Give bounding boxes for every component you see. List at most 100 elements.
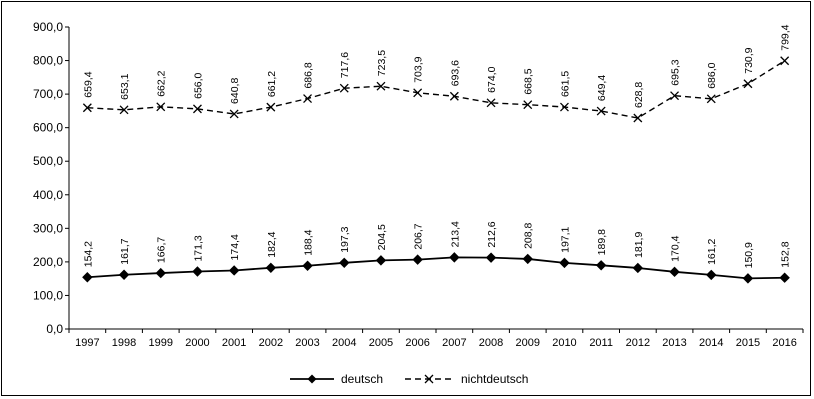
data-point-nichtdeutsch xyxy=(596,106,606,116)
y-tick-label: 100,0 xyxy=(33,288,63,302)
data-label-nichtdeutsch: 662,2 xyxy=(156,70,168,96)
data-label-nichtdeutsch: 668,5 xyxy=(523,68,535,94)
data-label-nichtdeutsch: 649,4 xyxy=(596,75,608,101)
data-point-nichtdeutsch xyxy=(780,56,790,66)
data-point-nichtdeutsch xyxy=(266,102,276,112)
y-tick-label: 700,0 xyxy=(33,87,63,101)
data-point-deutsch xyxy=(412,254,423,265)
x-tick-label: 2000 xyxy=(185,337,209,349)
data-point-deutsch xyxy=(265,262,277,274)
y-tick-label: 200,0 xyxy=(33,255,63,269)
data-label-nichtdeutsch: 693,6 xyxy=(449,60,461,86)
y-tick-label: 400,0 xyxy=(33,188,63,202)
x-tick-label: 2006 xyxy=(405,337,429,349)
data-point-nichtdeutsch xyxy=(486,98,496,108)
x-tick-label: 2012 xyxy=(626,337,650,349)
data-label-deutsch: 204,5 xyxy=(376,224,388,250)
data-label-deutsch: 212,6 xyxy=(486,221,498,247)
data-point-deutsch xyxy=(706,269,717,281)
data-point-nichtdeutsch xyxy=(119,105,129,115)
data-point-deutsch xyxy=(192,266,203,277)
data-point-nichtdeutsch xyxy=(82,103,92,113)
data-point-nichtdeutsch xyxy=(670,91,680,101)
x-tick-label: 2015 xyxy=(736,337,760,349)
data-label-nichtdeutsch: 703,9 xyxy=(413,56,425,82)
data-label-nichtdeutsch: 661,5 xyxy=(559,71,571,97)
x-tick-label: 2007 xyxy=(442,337,466,349)
y-tick-label: 800,0 xyxy=(33,54,63,68)
data-label-deutsch: 161,7 xyxy=(119,238,131,264)
x-tick-label: 2002 xyxy=(259,337,283,349)
x-tick-label: 2009 xyxy=(516,337,540,349)
x-tick-label: 2013 xyxy=(662,337,686,349)
legend-marker-nichtdeutsch xyxy=(424,374,434,384)
data-label-nichtdeutsch: 723,5 xyxy=(376,50,388,76)
data-label-deutsch: 189,8 xyxy=(596,229,608,255)
data-point-deutsch xyxy=(302,260,313,271)
data-label-deutsch: 206,7 xyxy=(413,223,425,249)
data-label-nichtdeutsch: 686,8 xyxy=(303,62,315,88)
data-label-deutsch: 197,1 xyxy=(559,226,571,252)
data-point-deutsch xyxy=(779,272,790,283)
legend-label-deutsch: deutsch xyxy=(341,372,383,386)
data-point-nichtdeutsch xyxy=(339,83,349,93)
data-point-nichtdeutsch xyxy=(303,94,313,104)
series-line-nichtdeutsch xyxy=(87,60,786,119)
y-tick-label: 600,0 xyxy=(33,121,63,135)
data-label-deutsch: 152,8 xyxy=(780,241,792,267)
data-point-deutsch xyxy=(632,262,644,274)
data-label-deutsch: 150,9 xyxy=(743,242,755,268)
data-label-nichtdeutsch: 659,4 xyxy=(82,71,94,97)
x-tick-label: 2008 xyxy=(479,337,503,349)
x-tick-label: 1997 xyxy=(75,337,99,349)
series-line-deutsch xyxy=(87,256,785,280)
data-label-nichtdeutsch: 653,1 xyxy=(119,73,131,99)
data-label-nichtdeutsch: 628,8 xyxy=(633,82,645,108)
data-point-deutsch xyxy=(449,252,460,263)
data-label-deutsch: 171,3 xyxy=(192,235,204,261)
data-point-deutsch xyxy=(522,253,533,265)
data-label-nichtdeutsch: 661,2 xyxy=(266,71,278,97)
data-point-nichtdeutsch xyxy=(449,91,459,101)
legend-label-nichtdeutsch: nichtdeutsch xyxy=(461,372,528,386)
data-point-deutsch xyxy=(118,269,130,280)
data-label-deutsch: 213,4 xyxy=(449,221,461,247)
y-tick-label: 900,0 xyxy=(33,20,63,34)
data-label-nichtdeutsch: 717,6 xyxy=(339,52,351,78)
legend-marker-deutsch xyxy=(307,374,317,384)
x-tick-label: 2011 xyxy=(589,337,613,349)
data-label-nichtdeutsch: 640,8 xyxy=(229,78,241,104)
data-point-deutsch xyxy=(742,273,754,284)
data-label-deutsch: 161,2 xyxy=(706,238,718,264)
data-point-deutsch xyxy=(669,266,680,278)
data-point-nichtdeutsch xyxy=(413,88,423,98)
data-label-nichtdeutsch: 695,3 xyxy=(670,59,682,85)
y-tick-label: 500,0 xyxy=(33,154,63,168)
data-point-deutsch xyxy=(155,267,166,279)
data-label-deutsch: 182,4 xyxy=(266,231,278,257)
data-point-nichtdeutsch xyxy=(706,94,716,104)
data-label-nichtdeutsch: 656,0 xyxy=(192,72,204,98)
x-tick-label: 2005 xyxy=(369,337,393,349)
x-tick-label: 2001 xyxy=(222,337,246,349)
data-point-deutsch xyxy=(485,252,497,263)
data-point-nichtdeutsch xyxy=(559,102,569,112)
data-label-deutsch: 188,4 xyxy=(303,229,315,255)
x-tick-label: 2004 xyxy=(332,337,356,349)
y-tick-label: 300,0 xyxy=(33,221,63,235)
data-label-deutsch: 208,8 xyxy=(523,222,535,248)
data-point-nichtdeutsch xyxy=(156,102,166,112)
data-point-deutsch xyxy=(82,272,93,283)
data-point-nichtdeutsch xyxy=(523,100,533,110)
data-point-deutsch xyxy=(339,257,350,269)
x-tick-label: 2003 xyxy=(295,337,319,349)
data-label-deutsch: 170,4 xyxy=(670,235,682,261)
x-tick-label: 1998 xyxy=(112,337,136,349)
data-point-deutsch xyxy=(559,257,570,269)
data-point-nichtdeutsch xyxy=(743,79,753,89)
data-label-deutsch: 166,7 xyxy=(156,237,168,263)
data-point-deutsch xyxy=(375,255,387,266)
data-label-nichtdeutsch: 686,0 xyxy=(706,62,718,88)
